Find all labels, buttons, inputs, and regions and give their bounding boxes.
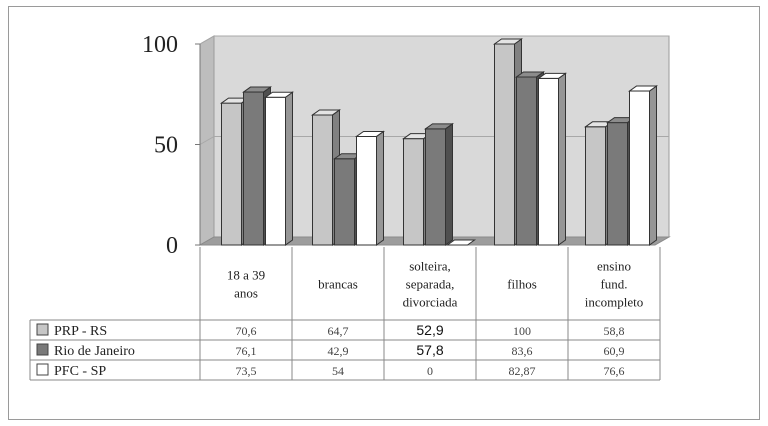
bar-top [445, 239, 477, 246]
data-label: 54 [332, 364, 344, 378]
y-tick-label: 100 [142, 32, 178, 58]
bar-front [516, 76, 537, 246]
bar-top [536, 72, 568, 79]
x-tick-label: 18 a 39 anos [227, 268, 265, 301]
x-tick-label: brancas [318, 277, 358, 292]
data-label: 100 [513, 324, 531, 338]
bar-front [356, 135, 377, 246]
bar [354, 130, 386, 246]
bar-front [265, 96, 286, 246]
bar-top [241, 86, 273, 93]
data-label: 58,8 [604, 324, 625, 338]
x-tick-label: filhos [507, 277, 537, 292]
bar-front [425, 128, 446, 246]
data-label: 64,7 [328, 324, 349, 338]
bar-side [376, 130, 384, 246]
bar-front [243, 91, 264, 246]
bar-top [354, 130, 386, 137]
bar-top [310, 109, 342, 116]
bar-front [607, 122, 628, 246]
gridline-side [199, 35, 215, 45]
data-label: 76,6 [604, 364, 625, 378]
y-tick-label: 0 [166, 233, 178, 259]
data-label: 60,9 [604, 344, 625, 358]
bar-front [221, 102, 242, 246]
data-label: 0 [427, 364, 433, 378]
legend-swatch [36, 343, 49, 356]
bar-front [629, 90, 650, 246]
data-label: 57,8 [416, 342, 443, 358]
legend-swatch [36, 363, 49, 376]
legend-label: Rio de Janeiro [54, 344, 135, 359]
data-label: 76,1 [236, 344, 257, 358]
x-tick-label: solteira, separada, divorciada [403, 259, 458, 310]
data-label: 52,9 [416, 322, 443, 338]
bar-top [627, 85, 659, 92]
legend-label: PFC - SP [54, 364, 106, 379]
bar-front [585, 126, 606, 246]
bar-top [263, 91, 295, 98]
bar-side [649, 85, 657, 246]
bar-side [285, 91, 293, 246]
bar [263, 91, 295, 246]
bar-front [538, 77, 559, 246]
bar [536, 72, 568, 246]
bar-front [403, 138, 424, 246]
data-table: 18 a 39 anos brancas solteira, separada, divo… [29, 247, 661, 381]
bar-front [334, 158, 355, 246]
bar-side [445, 122, 453, 246]
bar [445, 239, 477, 246]
gridline-side [199, 136, 215, 145]
data-label: 82,87 [509, 364, 536, 378]
bar-top [514, 71, 546, 78]
data-label: 42,9 [328, 344, 349, 358]
y-tick-label: 50 [154, 133, 178, 159]
bar-front [312, 114, 333, 246]
bar-top [423, 123, 455, 130]
x-tick-label: ensino fund. incompleto [585, 259, 644, 310]
data-label: 83,6 [512, 344, 533, 358]
legend-swatch [36, 323, 49, 336]
bar [423, 122, 455, 246]
bar-side [558, 72, 566, 246]
legend-label: PRP - RS [54, 324, 107, 339]
bar-top [492, 38, 524, 45]
bar [627, 85, 659, 246]
data-label: 70,6 [236, 324, 257, 338]
data-label: 73,5 [236, 364, 257, 378]
bar-front [494, 43, 515, 246]
